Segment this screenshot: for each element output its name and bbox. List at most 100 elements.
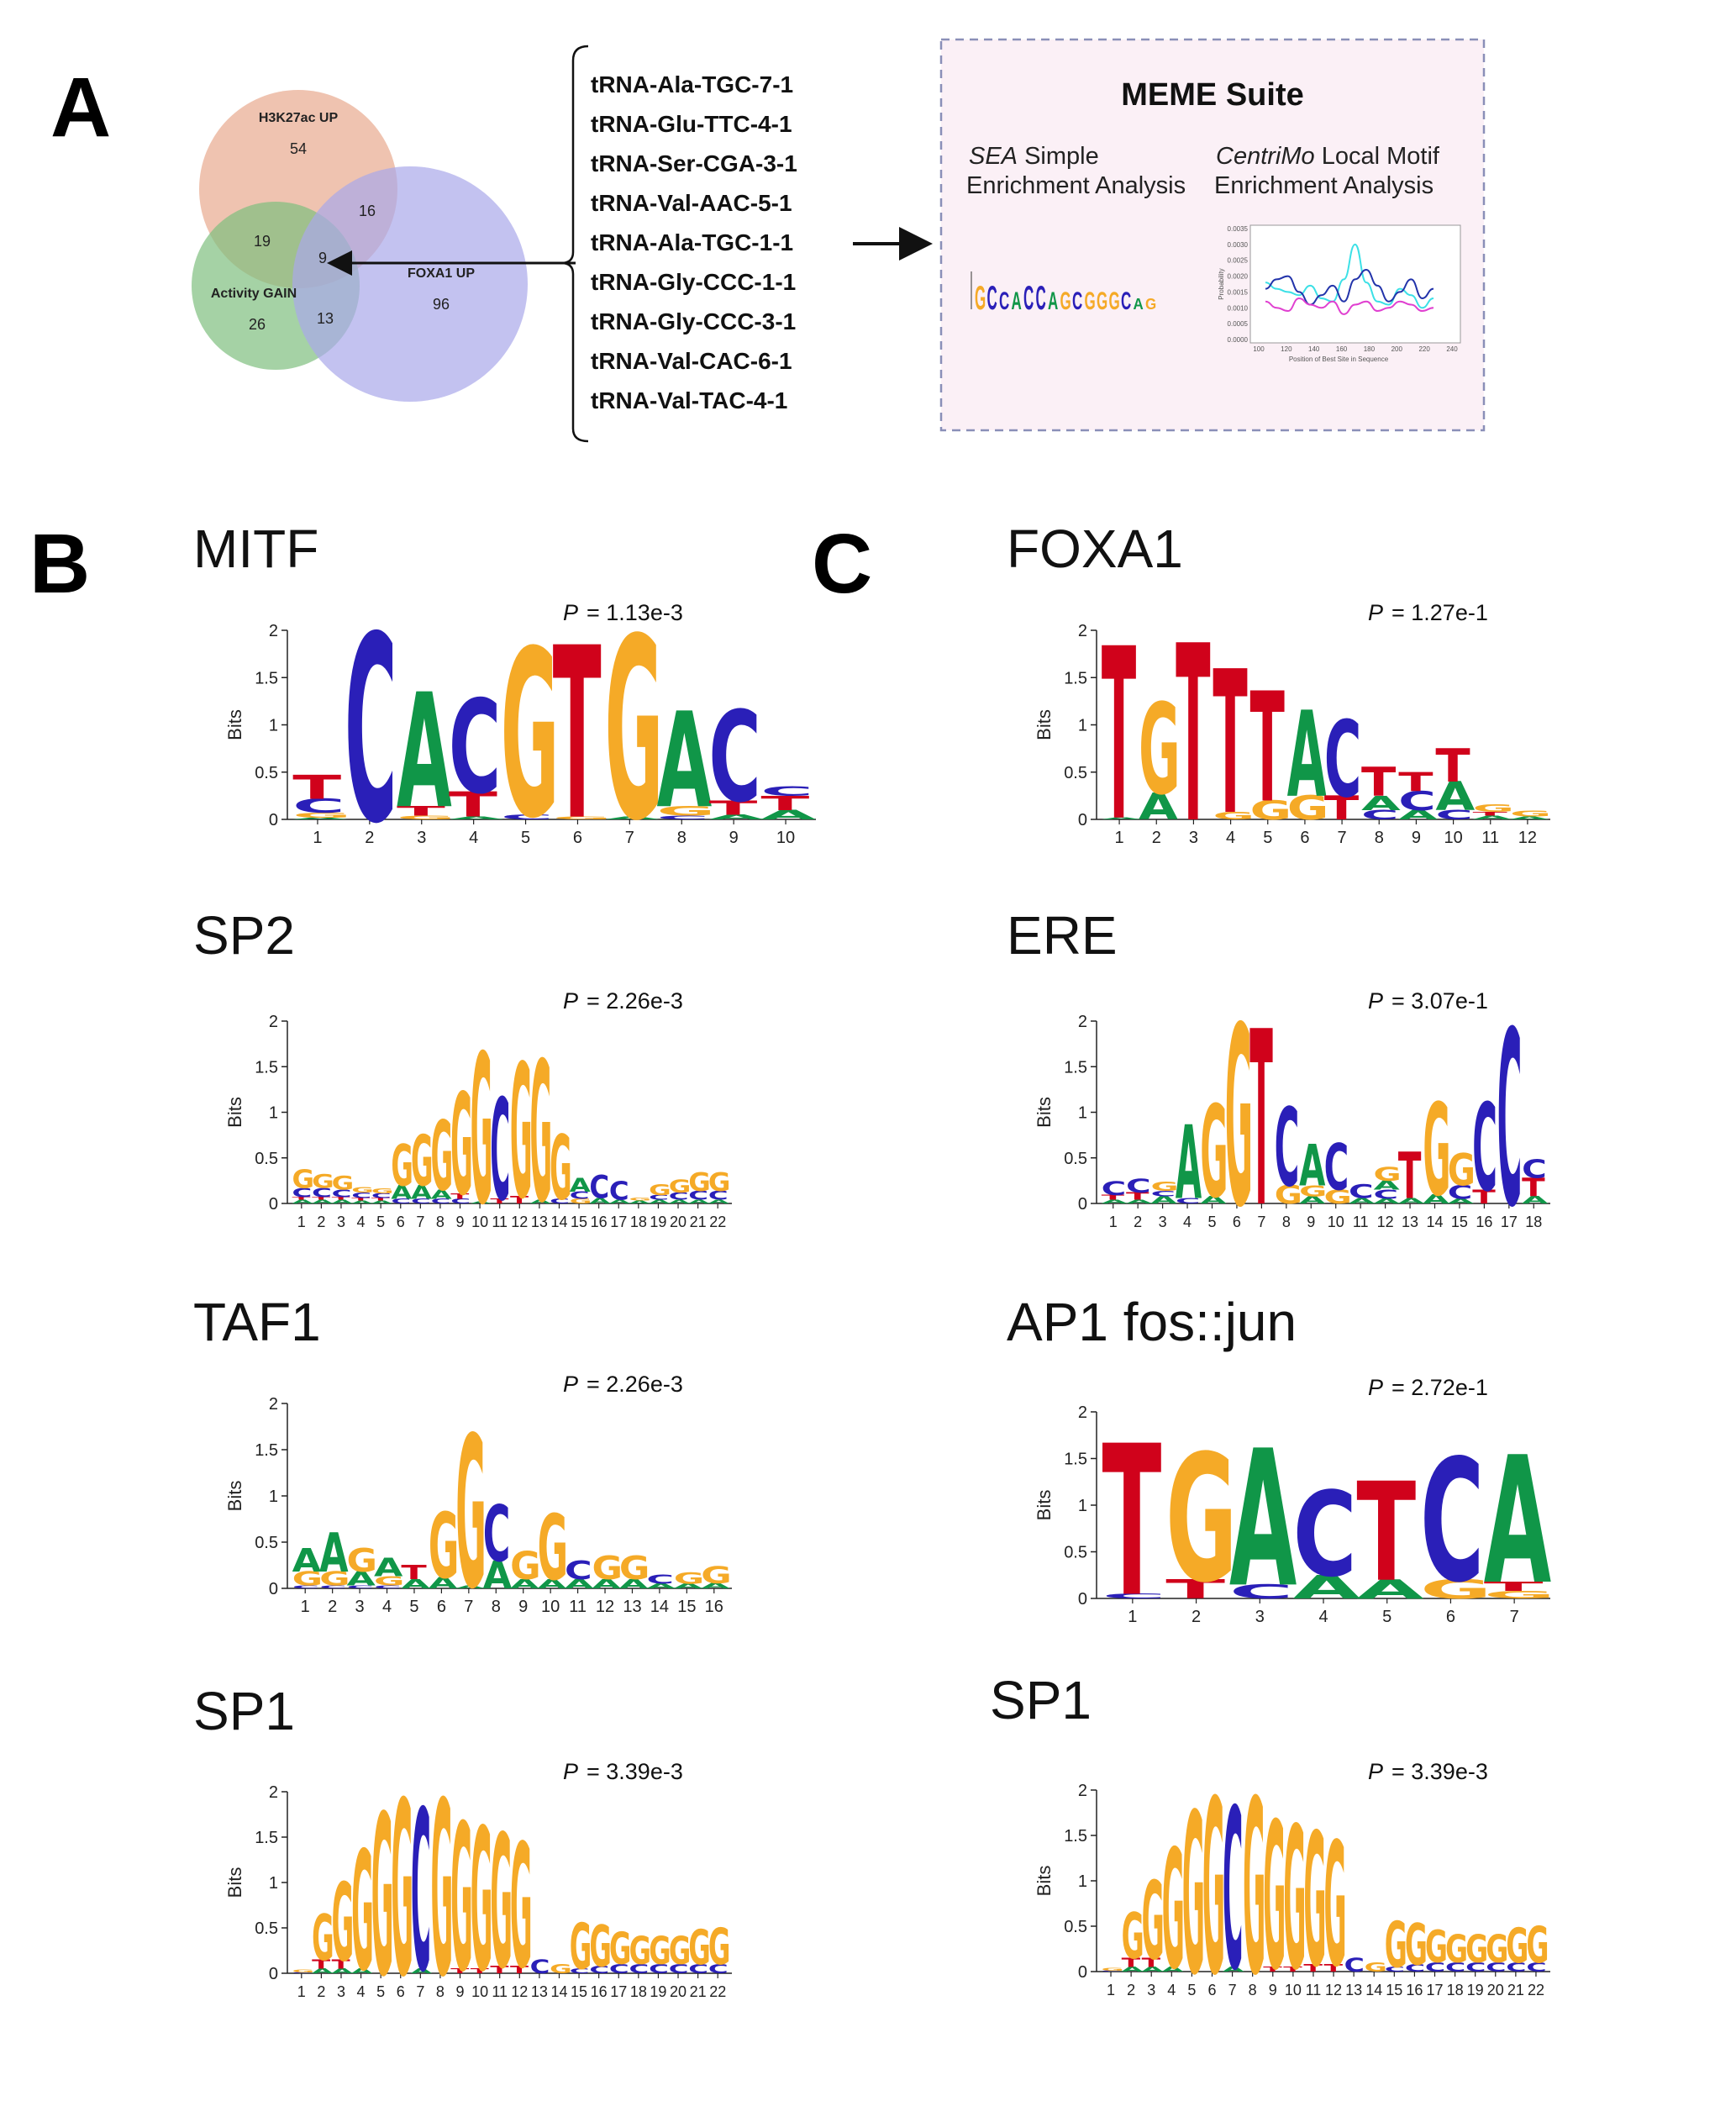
motif-ytick-label: 0 xyxy=(269,1965,278,1983)
motif-ytick-label: 2 xyxy=(269,1783,278,1802)
logo-letter-g: G xyxy=(471,1788,493,2015)
mini-logo-letter: G xyxy=(1109,287,1120,315)
logo-letter-a: A xyxy=(1162,1966,1184,1973)
logo-letter-a: A xyxy=(657,684,713,838)
mini-chart-ytick: 0.0010 xyxy=(1228,304,1249,312)
logo-letter-g: G xyxy=(619,1550,650,1587)
motif-title: MITF xyxy=(193,519,318,579)
mini-chart-ytick: 0.0030 xyxy=(1228,241,1249,249)
motif-position-label: 14 xyxy=(550,1983,567,2000)
logo-letter-c: C xyxy=(1344,1954,1365,1976)
mini-logo-letter: G xyxy=(1060,287,1071,315)
logo-letter-c: C xyxy=(589,1964,609,1976)
logo-letter-a: A xyxy=(455,1585,485,1589)
logo-letter-c: C xyxy=(649,1194,669,1202)
logo-letter-c: C xyxy=(1398,786,1435,816)
motif-position-label: 13 xyxy=(531,1983,548,2000)
motif-title: SP1 xyxy=(193,1681,295,1741)
motif-p-label: P xyxy=(1368,600,1383,625)
logo-letter-a: A xyxy=(374,1553,403,1582)
logo-letter-c: C xyxy=(657,814,709,820)
mini-chart-ytick: 0.0020 xyxy=(1228,273,1249,281)
motif-position-label: 2 xyxy=(1134,1214,1142,1230)
motif-position-label: 13 xyxy=(1345,1982,1362,1998)
logo-letter-c: C xyxy=(1420,1424,1484,1620)
logo-letter-t: T xyxy=(1176,595,1210,877)
logo-letter-c: C xyxy=(1472,1077,1497,1218)
mini-chart-ytick: 0.0015 xyxy=(1228,288,1249,296)
logo-letter-t: T xyxy=(1142,1956,1161,1971)
motif-ytick-label: 2 xyxy=(1078,1013,1087,1031)
panel-label-c: C xyxy=(812,517,872,611)
logo-letter-g: G xyxy=(411,1121,434,1202)
logo-letter-g: G xyxy=(391,1751,413,2030)
logo-letter-g: G xyxy=(450,1065,473,1227)
centrimo-label-line1: CentriMo Local Motif xyxy=(1216,143,1440,170)
logo-letter-g: G xyxy=(450,1782,473,2017)
mini-logo-letter: C xyxy=(1023,279,1034,318)
motif-ytick-label: 1 xyxy=(1078,717,1087,735)
motif-position-label: 20 xyxy=(670,1983,687,2000)
logo-letter-a: A xyxy=(589,1197,611,1206)
motif-ytick-label: 1.5 xyxy=(1064,1827,1087,1846)
motif-ytick-label: 1.5 xyxy=(1064,1451,1087,1469)
mini-chart-xtick: 240 xyxy=(1446,345,1458,353)
motif-ytick-label: 1.5 xyxy=(255,1058,278,1077)
motif-position-label: 8 xyxy=(1282,1214,1291,1230)
logo-letter-a: A xyxy=(292,1199,313,1205)
motif-position-label: 2 xyxy=(328,1598,337,1616)
logo-letter-a: A xyxy=(1398,808,1438,823)
mini-chart-ylabel: Probability xyxy=(1218,268,1225,299)
motif-position-label: 7 xyxy=(416,1214,424,1230)
meme-title: MEME Suite xyxy=(1121,77,1303,113)
logo-letter-c: C xyxy=(1373,1187,1398,1202)
motif-position-label: 10 xyxy=(541,1598,560,1616)
logo-letter-a: A xyxy=(1150,1194,1176,1206)
motif-position-label: 11 xyxy=(1306,1982,1322,1998)
motif-position-label: 14 xyxy=(1365,1982,1382,1998)
motif-position-label: 4 xyxy=(469,829,478,847)
logo-letter-c: C xyxy=(1405,1962,1425,1974)
motif-ytick-label: 0 xyxy=(269,1195,278,1214)
logo-letter-t: T xyxy=(450,1967,469,1975)
logo-letter-g: G xyxy=(374,1573,405,1588)
mini-chart-ytick: 0.0035 xyxy=(1228,225,1249,233)
logo-letter-g: G xyxy=(1373,1163,1401,1185)
logo-letter-c: C xyxy=(1361,808,1398,823)
logo-letter-g: G xyxy=(538,1497,569,1601)
motif-p-value: = 2.72e-1 xyxy=(1391,1375,1488,1400)
logo-letter-t: T xyxy=(332,1957,351,1972)
logo-letter-g: G xyxy=(530,1021,553,1245)
motif-position-label: 11 xyxy=(1481,829,1499,847)
logo-letter-a: A xyxy=(619,1577,649,1592)
logo-letter-t: T xyxy=(449,785,498,825)
motif-ytick-label: 0 xyxy=(1078,1590,1087,1609)
motif-position-label: 17 xyxy=(610,1983,627,2000)
motif-position-label: 3 xyxy=(1147,1982,1155,1998)
logo-letter-a: A xyxy=(1373,1178,1400,1193)
motif-y-label: Bits xyxy=(224,1097,245,1128)
logo-letter-a: A xyxy=(483,1552,512,1598)
motif-position-label: 9 xyxy=(1412,829,1421,847)
logo-letter-g: G xyxy=(312,1901,334,1975)
logo-letter-c: C xyxy=(449,673,501,823)
logo-letter-g: G xyxy=(490,1797,513,2009)
logo-letter-c: C xyxy=(708,685,760,830)
logo-letter-t: T xyxy=(401,1561,426,1584)
motif-ytick-label: 1 xyxy=(1078,1497,1087,1515)
logo-letter-t: T xyxy=(510,1194,529,1206)
motif-ytick-label: 2 xyxy=(269,1395,278,1414)
motif-position-label: 21 xyxy=(1507,1982,1524,1998)
logo-letter-a: A xyxy=(347,1568,376,1591)
logo-letter-a: A xyxy=(629,1200,650,1204)
motif-y-label: Bits xyxy=(1034,1097,1055,1128)
motif-position-label: 19 xyxy=(650,1214,666,1230)
logo-letter-t: T xyxy=(1102,1194,1125,1202)
motif-position-label: 3 xyxy=(355,1598,365,1616)
logo-letter-c: C xyxy=(570,1967,590,1975)
mini-chart-xtick: 220 xyxy=(1418,345,1430,353)
logo-letter-t: T xyxy=(292,768,341,807)
motif-position-label: 21 xyxy=(690,1983,707,2000)
